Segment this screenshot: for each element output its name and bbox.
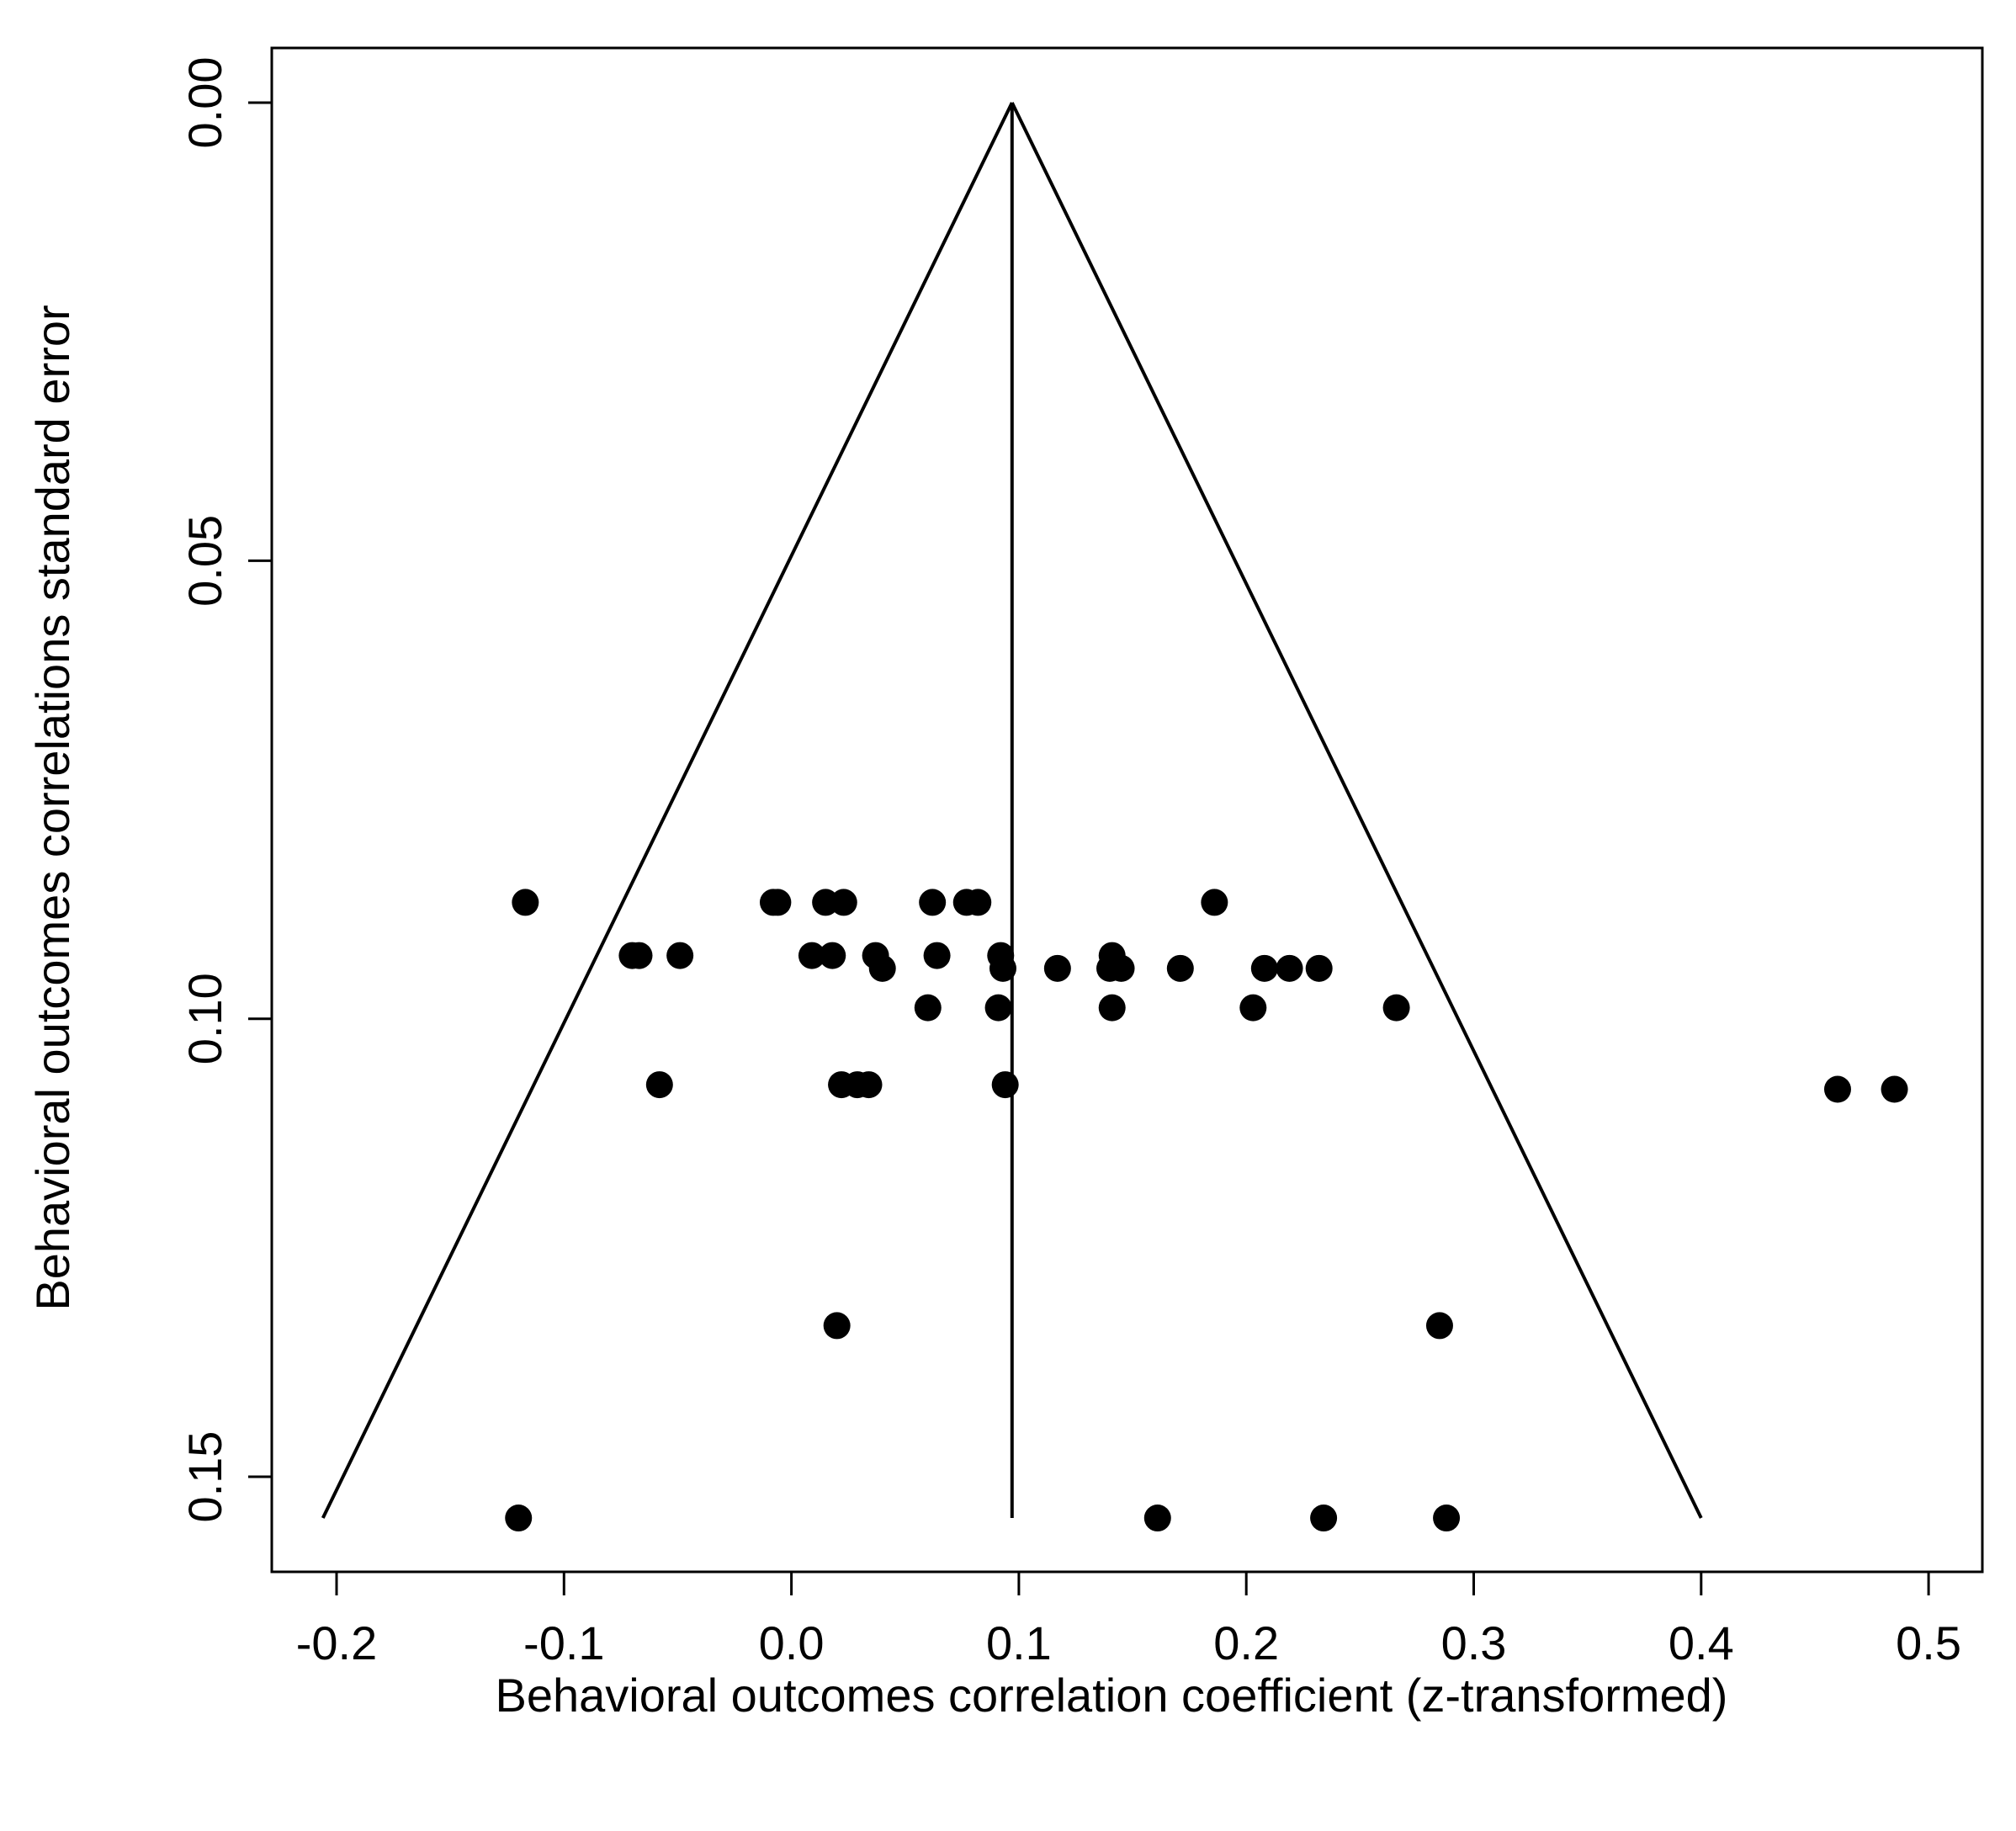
x-tick-label: 0.5 — [1896, 1616, 1961, 1669]
data-point — [991, 1071, 1019, 1099]
data-point — [1201, 889, 1228, 916]
data-point — [512, 889, 539, 916]
x-axis-title: Behavioral outcomes correlation coeffici… — [496, 1669, 1728, 1722]
data-point — [823, 1312, 851, 1340]
funnel-right-line — [1010, 102, 1703, 1519]
data-point — [666, 942, 694, 969]
data-point — [1166, 954, 1194, 982]
x-tick-label: 0.2 — [1213, 1616, 1279, 1669]
funnel-left-line — [321, 102, 1014, 1519]
data-point — [1823, 1075, 1851, 1103]
data-point — [914, 994, 942, 1022]
data-point — [505, 1505, 533, 1532]
data-point — [1276, 954, 1303, 982]
data-point — [1305, 954, 1333, 982]
x-tick-label: 0.0 — [759, 1616, 825, 1669]
x-tick-label: 0.3 — [1441, 1616, 1507, 1669]
data-point — [919, 889, 947, 916]
data-point — [989, 954, 1016, 982]
data-point — [830, 889, 857, 916]
data-point — [1433, 1505, 1461, 1532]
data-point — [1143, 1505, 1171, 1532]
x-tick-label: -0.1 — [523, 1616, 605, 1669]
data-point — [1107, 954, 1135, 982]
x-tick-label: -0.2 — [296, 1616, 378, 1669]
y-tick-label: 0.00 — [178, 57, 231, 149]
y-tick-label: 0.10 — [178, 973, 231, 1064]
data-point — [1425, 1312, 1453, 1340]
data-point — [855, 1071, 883, 1099]
data-point — [1250, 954, 1278, 982]
x-tick-label: 0.4 — [1669, 1616, 1734, 1669]
data-point — [1239, 994, 1267, 1022]
data-point — [923, 942, 951, 969]
data-point — [625, 942, 653, 969]
y-tick-label: 0.15 — [178, 1431, 231, 1523]
x-tick-label: 0.1 — [986, 1616, 1052, 1669]
y-axis-title: Behavioral outcomes correlations standar… — [26, 305, 79, 1310]
points-layer — [505, 889, 1908, 1532]
data-point — [819, 942, 846, 969]
data-point — [1043, 954, 1071, 982]
axes-layer: -0.2 -0.1 0.0 0.1 0.2 0.3 0.4 0.5 0.00 0.05 0.10 0.… — [178, 46, 1984, 1669]
data-point — [1881, 1075, 1908, 1103]
y-tick-label: 0.05 — [178, 515, 231, 607]
data-point — [764, 889, 792, 916]
data-point — [1098, 994, 1126, 1022]
data-point — [984, 994, 1012, 1022]
data-point — [645, 1071, 673, 1099]
funnel-layer — [321, 102, 1703, 1519]
data-point — [964, 889, 992, 916]
data-point — [1382, 994, 1410, 1022]
data-point — [868, 954, 896, 982]
data-point — [798, 942, 825, 969]
data-point — [1310, 1505, 1338, 1532]
